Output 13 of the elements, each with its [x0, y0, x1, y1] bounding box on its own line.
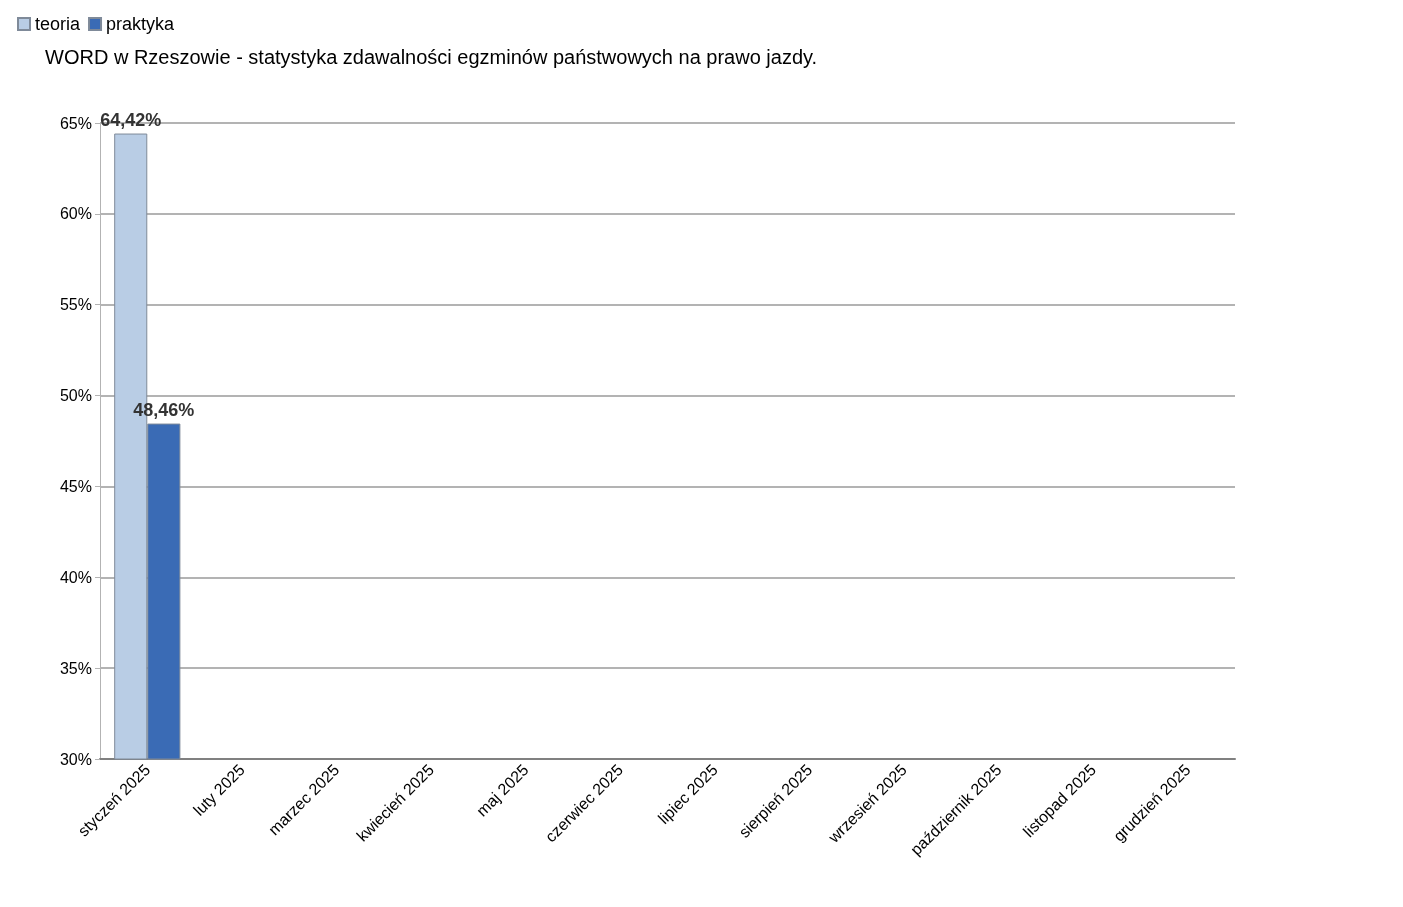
y-tick-label: 30%: [59, 750, 92, 768]
y-tick-label: 50%: [59, 387, 92, 405]
y-tick-label: 60%: [59, 205, 92, 223]
data-label: 64,42%: [100, 109, 162, 130]
legend-label: praktyka: [106, 14, 176, 34]
y-tick-label: 40%: [59, 568, 92, 586]
data-label: 48,46%: [133, 399, 195, 420]
chart-title: WORD w Rzeszowie - statystyka zdawalności egzminów państwowych na prawo jazdy.: [45, 46, 818, 68]
y-tick-label: 65%: [59, 114, 92, 132]
y-tick-label: 55%: [59, 296, 92, 314]
legend-label: teoria: [35, 14, 82, 34]
y-tick-label: 35%: [59, 659, 92, 677]
y-tick-label: 45%: [59, 477, 92, 495]
